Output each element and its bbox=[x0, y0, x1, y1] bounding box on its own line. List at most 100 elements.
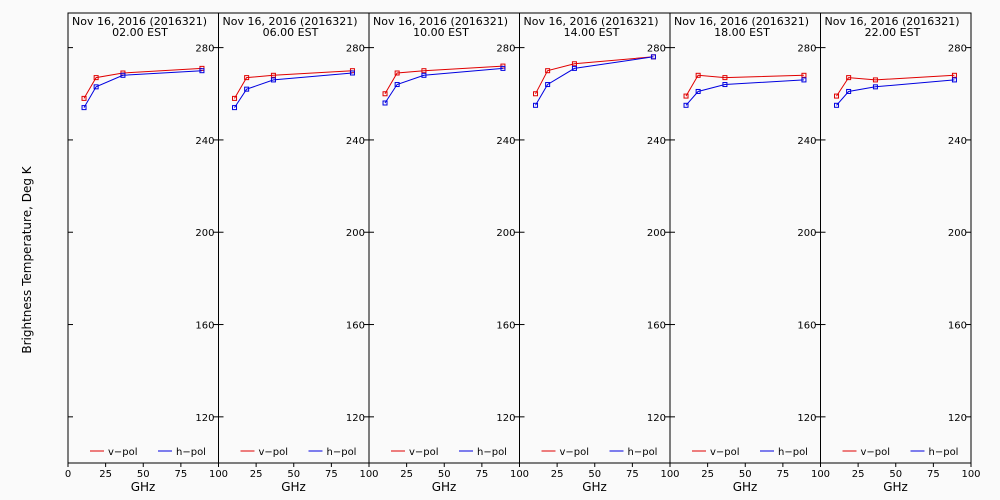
data-point bbox=[421, 68, 427, 74]
y-tick-label: 120 bbox=[948, 413, 967, 424]
series-line-v-pol bbox=[83, 67, 202, 99]
x-axis-label: GHz bbox=[582, 480, 607, 494]
series-line-h-pol bbox=[685, 79, 804, 106]
panel-subtitle: 02.00 EST bbox=[112, 26, 168, 39]
panel-title: Nov 16, 2016 (2016321) bbox=[674, 15, 809, 28]
x-tick-label: 75 bbox=[626, 469, 639, 480]
x-tick-label: 75 bbox=[777, 469, 790, 480]
data-point bbox=[232, 95, 238, 101]
y-tick-label: 240 bbox=[948, 136, 967, 147]
y-tick-label: 160 bbox=[797, 321, 816, 332]
series-line-v-pol bbox=[535, 56, 654, 95]
legend-label: v−pol bbox=[710, 447, 740, 458]
data-point bbox=[500, 65, 506, 71]
x-tick-label: 50 bbox=[287, 469, 300, 480]
legend-label: v−pol bbox=[861, 447, 891, 458]
series-line-h-pol bbox=[836, 79, 955, 106]
legend-label: h−pol bbox=[778, 447, 808, 458]
data-point bbox=[349, 70, 355, 76]
data-point bbox=[872, 77, 878, 83]
x-tick-label: 25 bbox=[551, 469, 564, 480]
data-point bbox=[81, 105, 87, 111]
panel-6: Nov 16, 2016 (2016321)22.00 EST 120 160 200… bbox=[820, 12, 981, 494]
x-tick-label: 25 bbox=[852, 469, 865, 480]
data-point bbox=[722, 82, 728, 88]
y-tick-label: 200 bbox=[496, 228, 515, 239]
data-point bbox=[244, 75, 250, 81]
y-tick-label: 160 bbox=[647, 321, 666, 332]
y-tick-label: 200 bbox=[797, 228, 816, 239]
data-point bbox=[81, 95, 87, 101]
y-tick-label: 200 bbox=[346, 228, 365, 239]
panel-2: Nov 16, 2016 (2016321)06.00 EST 120 160 200… bbox=[218, 12, 379, 494]
data-point bbox=[382, 91, 388, 97]
legend-label: h−pol bbox=[628, 447, 658, 458]
series-line-v-pol bbox=[836, 74, 955, 97]
data-point bbox=[199, 68, 205, 74]
panel-title: Nov 16, 2016 (2016321) bbox=[72, 15, 207, 28]
panel-5: Nov 16, 2016 (2016321)18.00 EST 120 160 200… bbox=[669, 12, 830, 494]
data-point bbox=[545, 68, 551, 74]
data-point bbox=[683, 102, 689, 108]
panel-subtitle: 22.00 EST bbox=[865, 26, 921, 39]
x-tick-label: 100 bbox=[811, 469, 830, 480]
y-tick-label: 240 bbox=[346, 136, 365, 147]
data-point bbox=[722, 75, 728, 81]
series-line-v-pol bbox=[384, 65, 503, 95]
panel-4: Nov 16, 2016 (2016321)14.00 EST 120 160 200… bbox=[519, 12, 680, 494]
x-tick-label: 50 bbox=[739, 469, 752, 480]
legend-label: h−pol bbox=[929, 447, 959, 458]
y-tick-label: 280 bbox=[346, 44, 365, 55]
data-point bbox=[801, 77, 807, 83]
data-point bbox=[232, 105, 238, 111]
data-point bbox=[533, 91, 539, 97]
y-axis-label: Brightness Temperature, Deg K bbox=[20, 165, 34, 353]
y-tick-label: 240 bbox=[195, 136, 214, 147]
x-tick-label: 50 bbox=[588, 469, 601, 480]
y-tick-label: 240 bbox=[647, 136, 666, 147]
panel-3: Nov 16, 2016 (2016321)10.00 EST 120 160 200… bbox=[368, 12, 529, 494]
y-tick-label: 280 bbox=[496, 44, 515, 55]
data-point bbox=[834, 93, 840, 99]
series-line-v-pol bbox=[234, 70, 353, 99]
data-point bbox=[695, 88, 701, 94]
y-tick-label: 120 bbox=[496, 413, 515, 424]
legend-label: v−pol bbox=[409, 447, 439, 458]
x-tick-label: 75 bbox=[325, 469, 338, 480]
x-tick-label: 25 bbox=[250, 469, 263, 480]
legend-label: v−pol bbox=[560, 447, 590, 458]
y-tick-label: 160 bbox=[346, 321, 365, 332]
y-tick-label: 280 bbox=[647, 44, 666, 55]
data-point bbox=[93, 75, 99, 81]
y-tick-label: 240 bbox=[496, 136, 515, 147]
data-point bbox=[951, 77, 957, 83]
y-tick-label: 240 bbox=[797, 136, 816, 147]
data-point bbox=[951, 72, 957, 78]
panel-title: Nov 16, 2016 (2016321) bbox=[825, 15, 960, 28]
data-point bbox=[120, 72, 126, 78]
data-point bbox=[571, 61, 577, 67]
x-tick-label: 75 bbox=[927, 469, 940, 480]
series-line-h-pol bbox=[234, 72, 353, 108]
panel-1: Nov 16, 2016 (2016321)02.00 EST 120 160 200… bbox=[65, 12, 228, 494]
x-axis-label: GHz bbox=[131, 480, 156, 494]
y-tick-label: 160 bbox=[195, 321, 214, 332]
panel-title: Nov 16, 2016 (2016321) bbox=[524, 15, 659, 28]
x-tick-label: 25 bbox=[99, 469, 112, 480]
series-line-h-pol bbox=[384, 67, 503, 104]
y-tick-label: 200 bbox=[647, 228, 666, 239]
data-point bbox=[846, 75, 852, 81]
x-tick-label: 100 bbox=[359, 469, 378, 480]
data-point bbox=[650, 54, 656, 60]
x-axis-label: GHz bbox=[281, 480, 306, 494]
y-tick-label: 200 bbox=[948, 228, 967, 239]
series-line-v-pol bbox=[685, 74, 804, 97]
x-tick-label: 100 bbox=[961, 469, 980, 480]
panel-subtitle: 14.00 EST bbox=[564, 26, 620, 39]
data-point bbox=[695, 72, 701, 78]
data-point bbox=[872, 84, 878, 90]
data-point bbox=[270, 77, 276, 83]
x-tick-label: 75 bbox=[476, 469, 489, 480]
series-line-h-pol bbox=[535, 56, 654, 106]
